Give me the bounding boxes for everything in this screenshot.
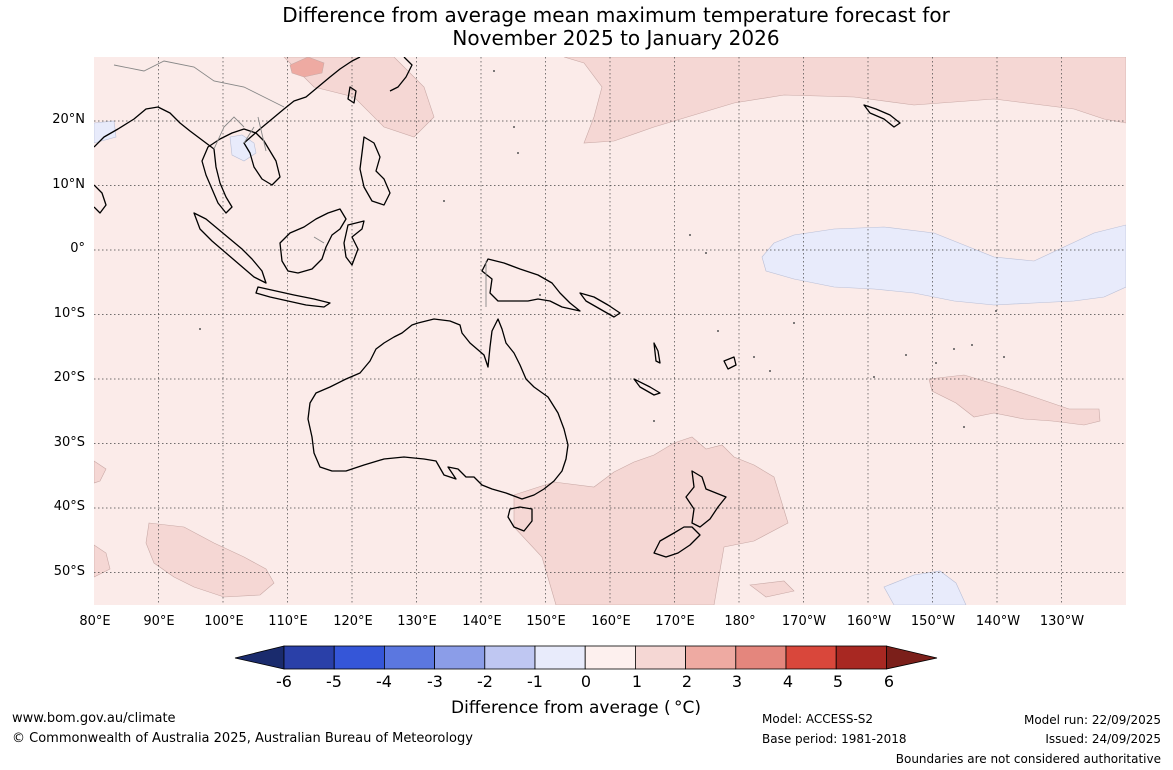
colorbar-segment (283, 645, 335, 670)
anomaly-region-tasman (513, 436, 789, 605)
colorbar-segment (484, 645, 536, 670)
colorbar-segment-above-max (886, 645, 938, 670)
lon-label-150e: 150°E (526, 614, 566, 629)
lat-label-10n: 10°N (52, 177, 85, 192)
colorbar-segment-below-min (234, 645, 285, 670)
colorbar-segment (383, 645, 435, 670)
boundaries-disclaimer: Boundaries are not considered authoritat… (895, 752, 1161, 766)
philippines-coastline (359, 136, 391, 206)
lon-label-170w: 170°W (781, 614, 827, 629)
colorbar-segment (584, 645, 636, 670)
india-coastline (94, 184, 107, 214)
lat-label-equator: 0° (70, 241, 85, 256)
lon-label-180: 180° (724, 614, 756, 629)
colorbar-tick-label: -4 (376, 672, 392, 691)
anomaly-region-west-edge-cool (94, 120, 117, 144)
title-line-1: Difference from average mean maximum tem… (282, 3, 950, 27)
lon-label-130e: 130°E (397, 614, 437, 629)
forecast-map (94, 57, 1126, 605)
anomaly-region-north-pacific (563, 57, 1126, 144)
lon-label-160w: 160°W (846, 614, 892, 629)
lon-label-100e: 100°E (204, 614, 244, 629)
colorbar-title: Difference from average ( °C) (451, 698, 702, 718)
tasmania-coastline (507, 506, 533, 532)
vanuatu-coastline (653, 342, 661, 364)
colorbar-tick-label: 4 (782, 672, 794, 691)
map-canvas (94, 57, 1126, 605)
colorbar-tick-label: -6 (276, 672, 292, 691)
colorbar-segment (333, 645, 385, 670)
anomaly-region-west-edge (94, 460, 107, 484)
colorbar-segment (835, 645, 887, 670)
lat-label-20n: 20°N (52, 112, 85, 127)
solomon-islands-coastline (579, 292, 621, 318)
lon-label-160e: 160°E (591, 614, 631, 629)
new-guinea-coastline (481, 258, 581, 312)
anomaly-region-south-cool (883, 570, 967, 605)
lon-label-140w: 140°W (975, 614, 1021, 629)
taiwan-coastline (347, 86, 357, 104)
colorbar-tick-label: -3 (427, 672, 443, 691)
lat-label-20s: 20°S (53, 370, 85, 385)
issued-date: Issued: 24/09/2025 (1045, 732, 1161, 746)
website-link[interactable]: www.bom.gov.au/climate (12, 711, 176, 726)
lon-label-120e: 120°E (333, 614, 373, 629)
sumatra-coastline (193, 212, 267, 284)
colorbar-segment (634, 645, 686, 670)
lon-label-130w: 130°W (1039, 614, 1085, 629)
island-dots (199, 70, 1005, 428)
lon-label-140e: 140°E (462, 614, 502, 629)
graticule (94, 57, 1126, 605)
colorbar-segment (534, 645, 586, 670)
sulawesi-coastline (343, 220, 365, 266)
lon-label-80e: 80°E (79, 614, 111, 629)
colorbar-tick-label: -2 (477, 672, 493, 691)
chart-title: Difference from average mean maximum tem… (0, 4, 1173, 50)
colorbar-tick-label: 3 (731, 672, 743, 691)
anomaly-region-south-west (94, 544, 111, 578)
colorbar-tick-label: -1 (527, 672, 543, 691)
anomaly-region-south-pacific (928, 374, 1101, 426)
anomaly-region-equatorial-pacific (761, 224, 1126, 306)
anomaly-region-china-warm (289, 57, 325, 78)
lon-label-90e: 90°E (143, 614, 175, 629)
mainland-asia-coastline (94, 57, 361, 214)
fiji-coastline (723, 356, 737, 370)
anomaly-region-gulf-of-thailand (229, 134, 257, 162)
lat-label-40s: 40°S (53, 499, 85, 514)
colorbar-tick-label: 6 (883, 672, 895, 691)
hawaii-coastline (863, 104, 901, 128)
colorbar-tick-label: -5 (326, 672, 342, 691)
lat-label-50s: 50°S (53, 564, 85, 579)
colorbar-segment (785, 645, 837, 670)
australia-coastline (307, 318, 569, 500)
colorbar-segment (685, 645, 737, 670)
new-zealand-north-island-coastline (685, 470, 727, 528)
java-coastline (255, 286, 331, 308)
colorbar-tick-label: 1 (631, 672, 643, 691)
colorbar-segment (735, 645, 787, 670)
lon-label-170e: 170°E (655, 614, 695, 629)
country-borders (113, 60, 487, 307)
japan-coastline (389, 57, 413, 92)
lat-label-30s: 30°S (53, 435, 85, 450)
borneo-coastline (279, 208, 347, 274)
lon-label-150w: 150°W (910, 614, 956, 629)
new-zealand-south-island-coastline (653, 526, 701, 558)
lon-label-110e: 110°E (268, 614, 308, 629)
colorbar (234, 645, 938, 670)
anomaly-region-indian-ocean (145, 522, 275, 598)
title-line-2: November 2025 to January 2026 (452, 26, 780, 50)
model-run-date: Model run: 22/09/2025 (1023, 713, 1161, 727)
lat-label-10s: 10°S (53, 306, 85, 321)
copyright-notice: © Commonwealth of Australia 2025, Austra… (12, 731, 473, 746)
colorbar-tick-label: 2 (681, 672, 693, 691)
new-caledonia-coastline (633, 378, 661, 396)
colorbar-segment (434, 645, 486, 670)
model-name: Model: ACCESS-S2 (762, 712, 874, 726)
colorbar-tick-label: 5 (832, 672, 844, 691)
colorbar-tick-label: 0 (580, 672, 592, 691)
anomaly-region-east (749, 580, 795, 598)
base-period: Base period: 1981-2018 (762, 732, 907, 746)
